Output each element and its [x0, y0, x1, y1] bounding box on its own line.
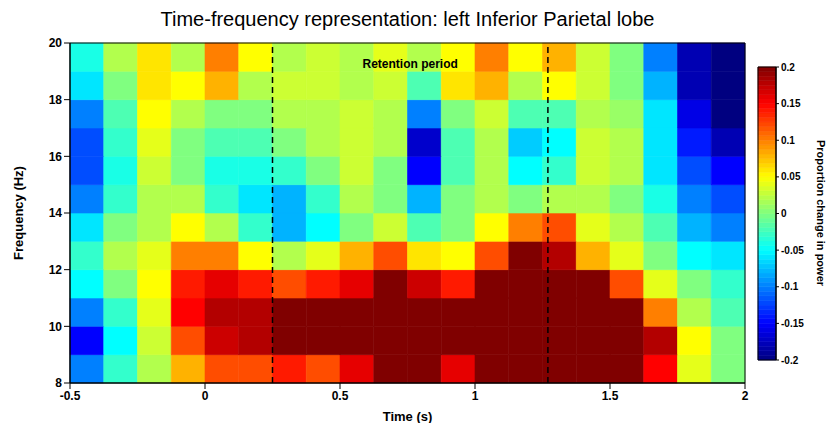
svg-text:0.5: 0.5	[332, 389, 349, 403]
svg-text:Proportion change in power: Proportion change in power	[815, 140, 827, 287]
svg-text:10: 10	[49, 320, 63, 334]
svg-text:-0.5: -0.5	[60, 389, 81, 403]
svg-text:1.5: 1.5	[602, 389, 619, 403]
svg-text:-0.15: -0.15	[781, 318, 804, 329]
html-text:Time-frequency representation:: Time-frequency representation: left Infe…	[160, 8, 655, 30]
svg-text:0.05: 0.05	[781, 171, 801, 182]
svg-text:1: 1	[472, 389, 479, 403]
svg-text:8: 8	[55, 376, 62, 390]
svg-text:16: 16	[49, 150, 63, 164]
svg-text:0.1: 0.1	[781, 135, 795, 146]
svg-text:Frequency (Hz): Frequency (Hz)	[11, 166, 26, 260]
svg-text:20: 20	[49, 36, 63, 50]
svg-text:0: 0	[202, 389, 209, 403]
svg-text:12: 12	[49, 263, 63, 277]
svg-text:0.15: 0.15	[781, 98, 801, 109]
svg-text:-0.2: -0.2	[781, 355, 799, 366]
svg-text:14: 14	[49, 206, 63, 220]
svg-text:-0.05: -0.05	[781, 245, 804, 256]
svg-text:18: 18	[49, 93, 63, 107]
svg-text:0: 0	[781, 208, 787, 219]
svg-text:Time (s): Time (s)	[383, 409, 433, 423]
svg-text:Retention period: Retention period	[363, 57, 458, 71]
svg-text:0.2: 0.2	[781, 62, 795, 73]
svg-text:2: 2	[742, 389, 749, 403]
svg-text:-0.1: -0.1	[781, 281, 799, 292]
